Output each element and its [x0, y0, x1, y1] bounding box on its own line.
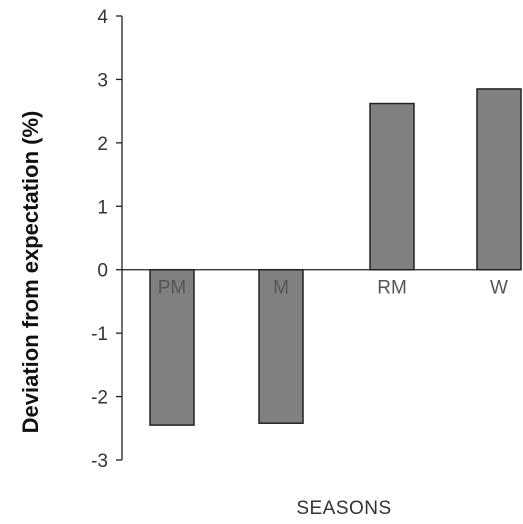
y-tick-label: 4 [97, 7, 108, 28]
bar-rm [369, 102, 415, 271]
y-axis-title: Deviation from expectation (%) [18, 111, 43, 434]
x-category-label: M [273, 278, 289, 299]
y-tick-label: 3 [97, 70, 108, 91]
y-tick-label: -3 [91, 451, 108, 472]
x-axis-title: SEASONS [296, 498, 391, 519]
y-tick-label: 0 [97, 261, 108, 282]
x-category-label: PM [158, 278, 187, 299]
y-tick-label: 1 [97, 197, 108, 218]
bars [149, 88, 522, 426]
x-category-label: RM [377, 278, 407, 299]
y-axis-ticks: 4 3 2 1 0 -1 -2 -3 [91, 7, 122, 472]
y-tick-label: -2 [91, 388, 108, 409]
bar-w [476, 88, 522, 271]
bar-pm [149, 268, 195, 426]
bar-m [258, 268, 304, 424]
y-tick-label: 2 [97, 134, 108, 155]
y-tick-label: -1 [91, 324, 108, 345]
category-labels: PM M RM W [158, 278, 508, 299]
x-category-label: W [490, 278, 508, 299]
